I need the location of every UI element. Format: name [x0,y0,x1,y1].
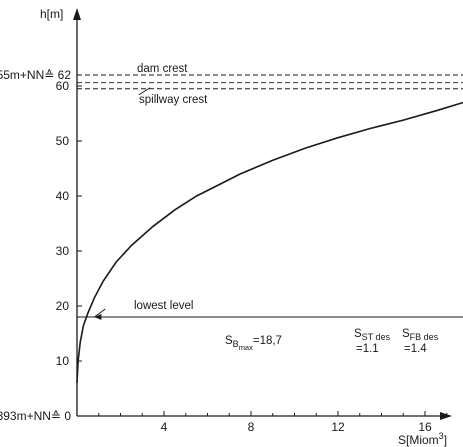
sfb-main: S [402,328,410,340]
sb-main: S [225,335,233,347]
sst-main: S [354,328,362,340]
y-tick-label: 60 [56,79,70,93]
spillway-leader [138,87,151,96]
y-tick-label: 30 [56,244,70,258]
sb-max-label: SBmax=18,7 [225,335,282,352]
sb-sub: B [233,339,239,349]
x-ticks: 48121620 [76,411,448,434]
sfb-sub: FB des [410,332,439,342]
storage-curve-line [76,101,463,384]
dam-crest-label: dam crest [137,63,188,75]
spillway-crest-label: spillway crest [139,94,208,106]
y-tick-label: 50 [56,134,70,148]
y-tick-label: 20 [56,299,70,313]
sfb-des-value: =1.4 [404,343,427,355]
lowest-level-label: lowest level [134,300,193,312]
x-axis-arrow [440,412,452,420]
x-axis-label-base: S[Miom [398,433,439,447]
sst-des-label: SST des [354,328,391,342]
sb-value: =18,7 [253,335,282,347]
x-tick-label: 4 [161,420,168,434]
y-tick-label: 40 [56,189,70,203]
sfb-des-label: SFB des [402,328,439,342]
x-tick-label: 12 [331,420,345,434]
y-tick-label: 10 [56,354,70,368]
y-top-label: 455m+NN≙ 62 [0,68,71,82]
sst-sub: ST des [362,332,391,342]
y-ticks: 10 20 30 40 50 60 [56,79,82,368]
reference-lines [77,74,463,90]
x-tick-label: 16 [418,420,432,434]
y-axis-arrow [73,8,81,20]
lowest-level-group [77,308,463,320]
dimension-arrow [94,314,102,320]
sst-des-value: =1.1 [356,343,379,355]
x-axis-label-close: ] [444,433,447,447]
sb-subsub: max [239,343,253,352]
lowest-level-leader [94,308,106,318]
x-tick-label: 8 [248,420,255,434]
x-axis-label: S[Miom3] [398,431,447,447]
y-bottom-label: 393m+NN≙ 0 [0,409,71,423]
y-axis-label: h[m] [40,7,63,21]
x-axis-label-sup: 3 [439,431,444,441]
